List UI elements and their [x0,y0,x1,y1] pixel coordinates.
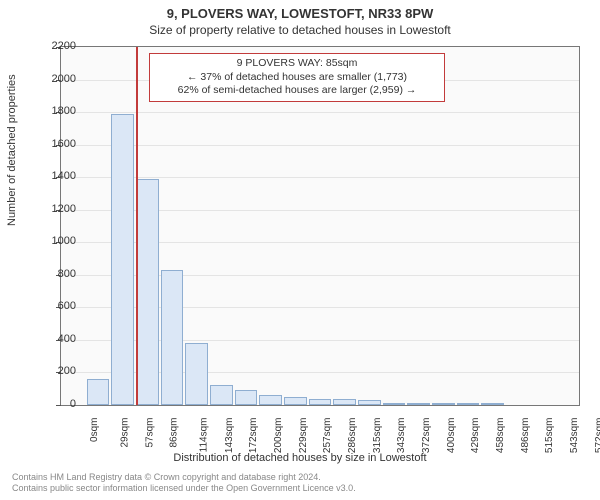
ytick-label: 800 [26,268,76,280]
histogram-bar [185,343,208,405]
xtick-label: 200sqm [273,418,284,454]
xtick-label: 515sqm [544,418,555,454]
histogram-bar [136,179,159,405]
xtick-label: 315sqm [372,418,383,454]
xtick-label: 343sqm [396,418,407,454]
xtick-label: 486sqm [520,418,531,454]
histogram-bar [481,403,504,405]
xtick-label: 229sqm [298,418,309,454]
histogram-bar [210,385,233,405]
ytick-label: 1000 [26,235,76,247]
ytick-label: 1800 [26,105,76,117]
property-marker-line [136,47,138,405]
gridline [61,112,579,113]
xtick-label: 286sqm [347,418,358,454]
histogram-bar [235,390,258,405]
xtick-label: 114sqm [198,418,209,453]
xtick-label: 543sqm [569,418,580,454]
ytick-label: 2200 [26,40,76,52]
ytick-label: 2000 [26,73,76,85]
xtick-label: 572sqm [594,418,600,454]
xtick-label: 257sqm [322,418,333,454]
histogram-bar [432,403,455,405]
histogram-bar [284,397,307,405]
chart-container: 9, PLOVERS WAY, LOWESTOFT, NR33 8PW Size… [0,0,600,500]
xtick-label: 458sqm [495,418,506,454]
ytick-label: 200 [26,365,76,377]
xtick-label: 143sqm [224,418,235,454]
ytick-label: 1200 [26,203,76,215]
ytick-label: 1600 [26,138,76,150]
footer-line-1: Contains HM Land Registry data © Crown c… [12,472,356,483]
ytick-label: 400 [26,333,76,345]
histogram-bar [87,379,110,405]
y-axis-label: Number of detached properties [6,74,18,226]
xtick-label: 372sqm [421,418,432,454]
ytick-label: 1400 [26,170,76,182]
histogram-bar [161,270,184,405]
histogram-bar [333,399,356,406]
histogram-bar [407,403,430,405]
ytick-label: 600 [26,300,76,312]
xtick-label: 0sqm [89,418,100,442]
annotation-line-2: ← 37% of detached houses are smaller (1,… [156,71,438,85]
footer-text: Contains HM Land Registry data © Crown c… [12,472,356,495]
histogram-bar [309,399,332,406]
footer-line-2: Contains public sector information licen… [12,483,356,494]
gridline [61,145,579,146]
xtick-label: 57sqm [144,418,155,448]
xtick-label: 29sqm [120,418,131,448]
histogram-bar [383,403,406,405]
xtick-label: 429sqm [470,418,481,454]
histogram-bar [358,400,381,405]
histogram-bar [111,114,134,405]
xtick-label: 172sqm [248,418,259,454]
plot-area: 9 PLOVERS WAY: 85sqm← 37% of detached ho… [60,46,580,406]
chart-subtitle: Size of property relative to detached ho… [0,21,600,37]
ytick-label: 0 [26,398,76,410]
chart-title: 9, PLOVERS WAY, LOWESTOFT, NR33 8PW [0,0,600,21]
xtick-label: 86sqm [169,418,180,448]
annotation-line-1: 9 PLOVERS WAY: 85sqm [156,57,438,71]
annotation-box: 9 PLOVERS WAY: 85sqm← 37% of detached ho… [149,53,445,102]
xtick-label: 400sqm [446,418,457,454]
histogram-bar [259,395,282,405]
histogram-bar [457,403,480,405]
x-axis-label: Distribution of detached houses by size … [0,452,600,464]
annotation-line-3: 62% of semi-detached houses are larger (… [156,84,438,98]
